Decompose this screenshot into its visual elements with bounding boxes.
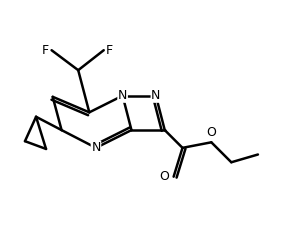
Text: N: N — [118, 89, 127, 102]
Text: F: F — [42, 44, 49, 57]
Text: F: F — [106, 44, 113, 57]
Text: N: N — [91, 141, 101, 154]
Text: O: O — [206, 126, 216, 139]
Text: N: N — [151, 89, 161, 102]
Text: O: O — [159, 170, 169, 183]
